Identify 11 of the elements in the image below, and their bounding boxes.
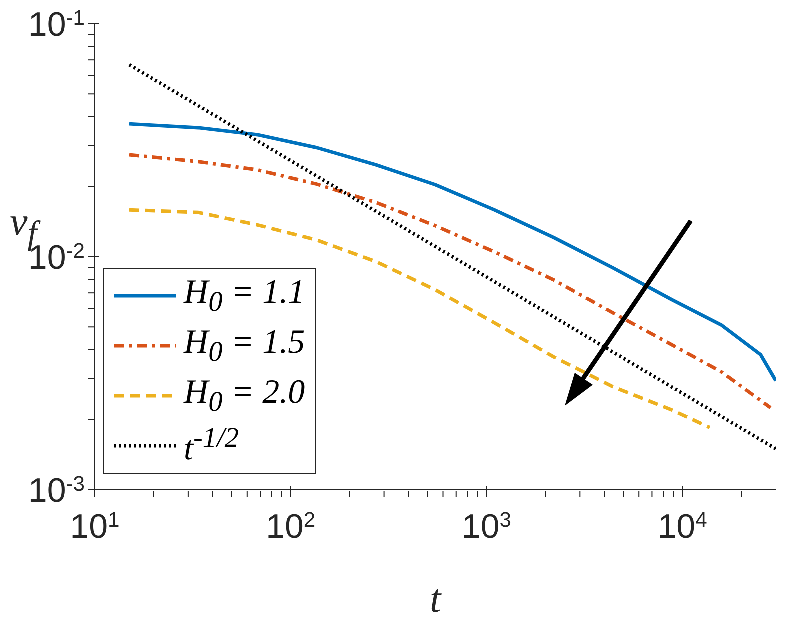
y-tick-label: 10$^{-1}$	[28, 6, 85, 44]
y-tick-label: 10$^{-3}$	[28, 472, 85, 510]
legend-label: t$^{-1/2}$	[184, 423, 240, 469]
x-tick-label: 10$^{1}$	[70, 508, 120, 546]
x-tick-label: 10$^{3}$	[462, 508, 512, 546]
x-tick-label: 10$^{2}$	[266, 508, 316, 546]
x-axis-title: t	[430, 576, 442, 621]
legend-label: H$_{0}$ = 2.0	[184, 374, 306, 418]
legend-label: H$_{0}$ = 1.5	[184, 324, 306, 368]
x-tick-label: 10$^{4}$	[658, 508, 708, 546]
legend-label: H$_{0}$ = 1.1	[184, 274, 306, 318]
